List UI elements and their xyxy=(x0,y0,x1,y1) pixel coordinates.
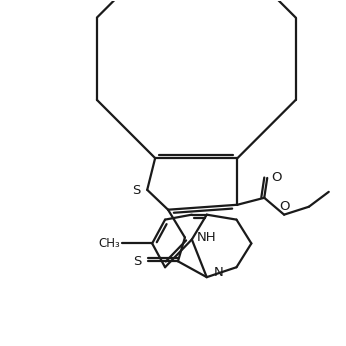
Text: S: S xyxy=(132,184,140,197)
Text: N: N xyxy=(214,266,224,279)
Text: S: S xyxy=(133,255,141,268)
Text: O: O xyxy=(271,172,281,184)
Text: NH: NH xyxy=(197,231,217,244)
Text: O: O xyxy=(279,200,289,213)
Text: CH₃: CH₃ xyxy=(99,237,120,250)
